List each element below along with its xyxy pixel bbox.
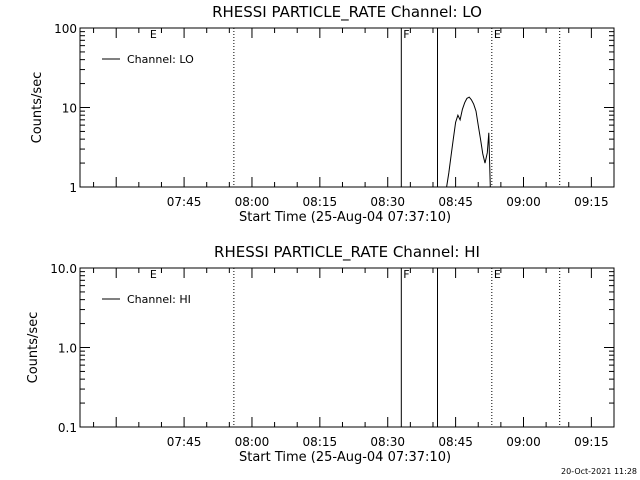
p2-ytick-label: 10.0 bbox=[50, 262, 77, 276]
p1-series-line-0 bbox=[446, 96, 491, 188]
p1-marker-label: F bbox=[403, 28, 409, 41]
p1-chart-title: RHESSI PARTICLE_RATE Channel: LO bbox=[212, 3, 482, 22]
p1-legend-entry: Channel: LO bbox=[127, 53, 194, 66]
p1-ytick-label: 10 bbox=[62, 102, 77, 116]
footer-timestamp: 20-Oct-2021 11:28 bbox=[561, 467, 637, 476]
p2-x-axis-label: Start Time (25-Aug-04 07:37:10) bbox=[239, 450, 451, 465]
p2-xtick-label: 09:15 bbox=[574, 435, 609, 449]
p2-marker-label: E bbox=[150, 268, 157, 281]
p1-y-axis-label: Counts/sec bbox=[30, 72, 45, 144]
p1-xtick-label: 08:30 bbox=[370, 195, 405, 209]
p1-marker-label: E bbox=[150, 28, 157, 41]
p2-legend-entry: Channel: HI bbox=[127, 293, 191, 306]
p1-ytick-label: 100 bbox=[54, 22, 77, 36]
p2-xtick-label: 09:00 bbox=[506, 435, 541, 449]
p1-xtick-label: 09:15 bbox=[574, 195, 609, 209]
p2-xtick-label: 07:45 bbox=[167, 435, 202, 449]
p2-xtick-label: 08:30 bbox=[370, 435, 405, 449]
p2-xtick-label: 08:15 bbox=[303, 435, 338, 449]
p2-chart-title: RHESSI PARTICLE_RATE Channel: HI bbox=[214, 243, 480, 262]
p2-xtick-label: 08:00 bbox=[235, 435, 270, 449]
p1-x-axis-label: Start Time (25-Aug-04 07:37:10) bbox=[239, 210, 451, 225]
p1-marker-label: E bbox=[494, 28, 501, 41]
p2-ytick-label: 0.1 bbox=[58, 421, 77, 435]
p2-xtick-label: 08:45 bbox=[438, 435, 473, 449]
p1-ytick-label: 1 bbox=[69, 181, 77, 195]
p2-plot-frame bbox=[79, 267, 615, 428]
p2-marker-label: E bbox=[494, 268, 501, 281]
p1-plot-frame bbox=[79, 27, 615, 188]
p1-xtick-label: 08:45 bbox=[438, 195, 473, 209]
p2-y-axis-label: Counts/sec bbox=[26, 312, 41, 384]
p1-xtick-label: 07:45 bbox=[167, 195, 202, 209]
p1-xtick-label: 09:00 bbox=[506, 195, 541, 209]
p2-ytick-label: 1.0 bbox=[58, 342, 77, 356]
p1-xtick-label: 08:00 bbox=[235, 195, 270, 209]
p1-xtick-label: 08:15 bbox=[303, 195, 338, 209]
p2-marker-label: F bbox=[403, 268, 409, 281]
